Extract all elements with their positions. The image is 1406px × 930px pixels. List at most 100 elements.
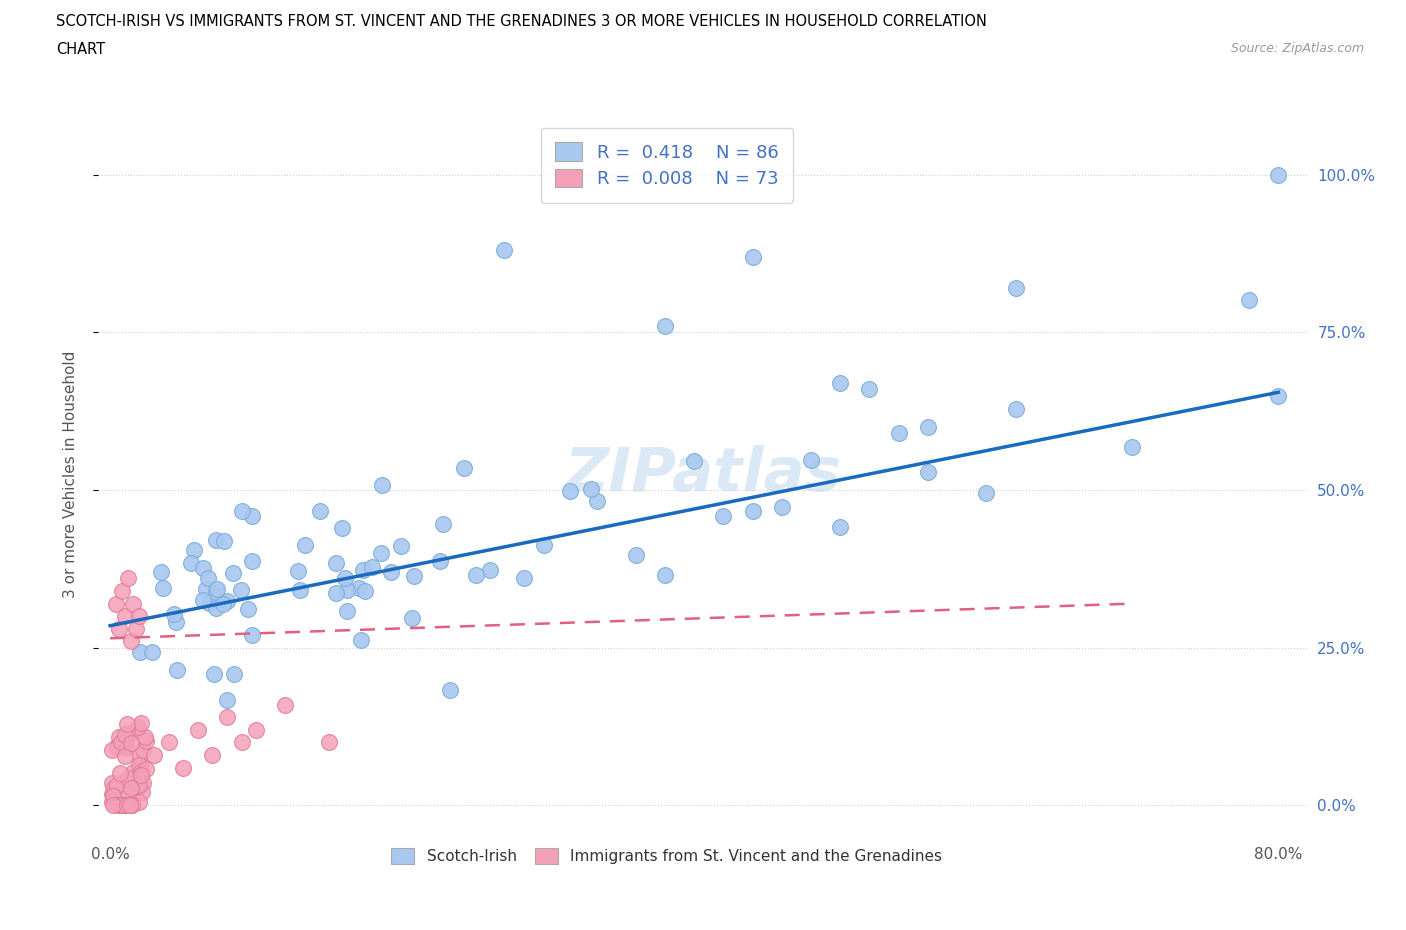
Point	[132, 743, 155, 758]
Point	[120, 798, 142, 813]
Point	[117, 571, 139, 586]
Point	[204, 600, 226, 615]
Point	[125, 621, 148, 636]
Point	[101, 743, 124, 758]
Point	[330, 521, 353, 536]
Point	[112, 798, 135, 813]
Point	[560, 484, 582, 498]
Point	[165, 614, 187, 629]
Point	[318, 735, 340, 750]
Point	[135, 733, 157, 748]
Point	[202, 666, 225, 681]
Text: ZIPatlas: ZIPatlas	[564, 445, 842, 504]
Point	[121, 764, 143, 779]
Point	[110, 778, 132, 793]
Point	[110, 766, 132, 781]
Point	[101, 795, 124, 810]
Point	[371, 478, 394, 493]
Point	[917, 464, 939, 479]
Point	[104, 596, 127, 611]
Point	[830, 519, 852, 534]
Point	[128, 609, 150, 624]
Point	[152, 580, 174, 595]
Point	[127, 781, 149, 796]
Point	[105, 739, 128, 754]
Point	[215, 692, 238, 707]
Point	[128, 795, 150, 810]
Point	[380, 565, 402, 579]
Point	[308, 503, 330, 518]
Point	[215, 710, 238, 724]
Text: Source: ZipAtlas.com: Source: ZipAtlas.com	[1230, 42, 1364, 55]
Point	[654, 568, 676, 583]
Point	[105, 777, 128, 792]
Point	[120, 634, 142, 649]
Point	[197, 570, 219, 585]
Point	[201, 748, 224, 763]
Point	[131, 776, 153, 790]
Point	[439, 683, 461, 698]
Point	[117, 771, 139, 786]
Point	[325, 556, 347, 571]
Point	[1267, 388, 1289, 403]
Point	[134, 730, 156, 745]
Point	[1267, 167, 1289, 182]
Point	[115, 798, 138, 813]
Point	[800, 452, 823, 467]
Point	[294, 538, 316, 552]
Point	[121, 798, 143, 813]
Point	[131, 764, 153, 779]
Point	[107, 798, 129, 813]
Point	[389, 538, 412, 553]
Point	[222, 667, 245, 682]
Point	[135, 762, 157, 777]
Point	[198, 596, 221, 611]
Point	[654, 319, 676, 334]
Point	[770, 500, 793, 515]
Point	[236, 602, 259, 617]
Point	[288, 582, 311, 597]
Point	[112, 774, 135, 789]
Point	[107, 739, 129, 754]
Point	[128, 777, 150, 792]
Point	[191, 592, 214, 607]
Point	[124, 724, 146, 738]
Point	[120, 735, 142, 750]
Point	[683, 453, 706, 468]
Point	[240, 509, 263, 524]
Point	[110, 735, 132, 750]
Point	[128, 749, 150, 764]
Point	[111, 583, 134, 598]
Point	[101, 787, 124, 802]
Point	[163, 606, 186, 621]
Point	[157, 735, 180, 750]
Point	[103, 780, 125, 795]
Point	[453, 460, 475, 475]
Point	[142, 748, 165, 763]
Point	[128, 757, 150, 772]
Point	[240, 553, 263, 568]
Text: SCOTCH-IRISH VS IMMIGRANTS FROM ST. VINCENT AND THE GRENADINES 3 OR MORE VEHICLE: SCOTCH-IRISH VS IMMIGRANTS FROM ST. VINC…	[56, 14, 987, 29]
Point	[141, 644, 163, 659]
Point	[108, 621, 131, 636]
Point	[149, 565, 172, 579]
Point	[586, 493, 609, 508]
Point	[350, 632, 373, 647]
Point	[117, 788, 139, 803]
Point	[274, 698, 297, 712]
Point	[114, 727, 136, 742]
Point	[1121, 439, 1143, 454]
Point	[974, 485, 997, 500]
Point	[215, 593, 238, 608]
Point	[336, 583, 359, 598]
Point	[465, 567, 488, 582]
Point	[404, 568, 426, 583]
Point	[245, 723, 267, 737]
Point	[127, 771, 149, 786]
Point	[231, 735, 253, 750]
Point	[114, 749, 136, 764]
Point	[917, 419, 939, 434]
Point	[325, 585, 347, 600]
Point	[231, 504, 253, 519]
Point	[172, 760, 194, 775]
